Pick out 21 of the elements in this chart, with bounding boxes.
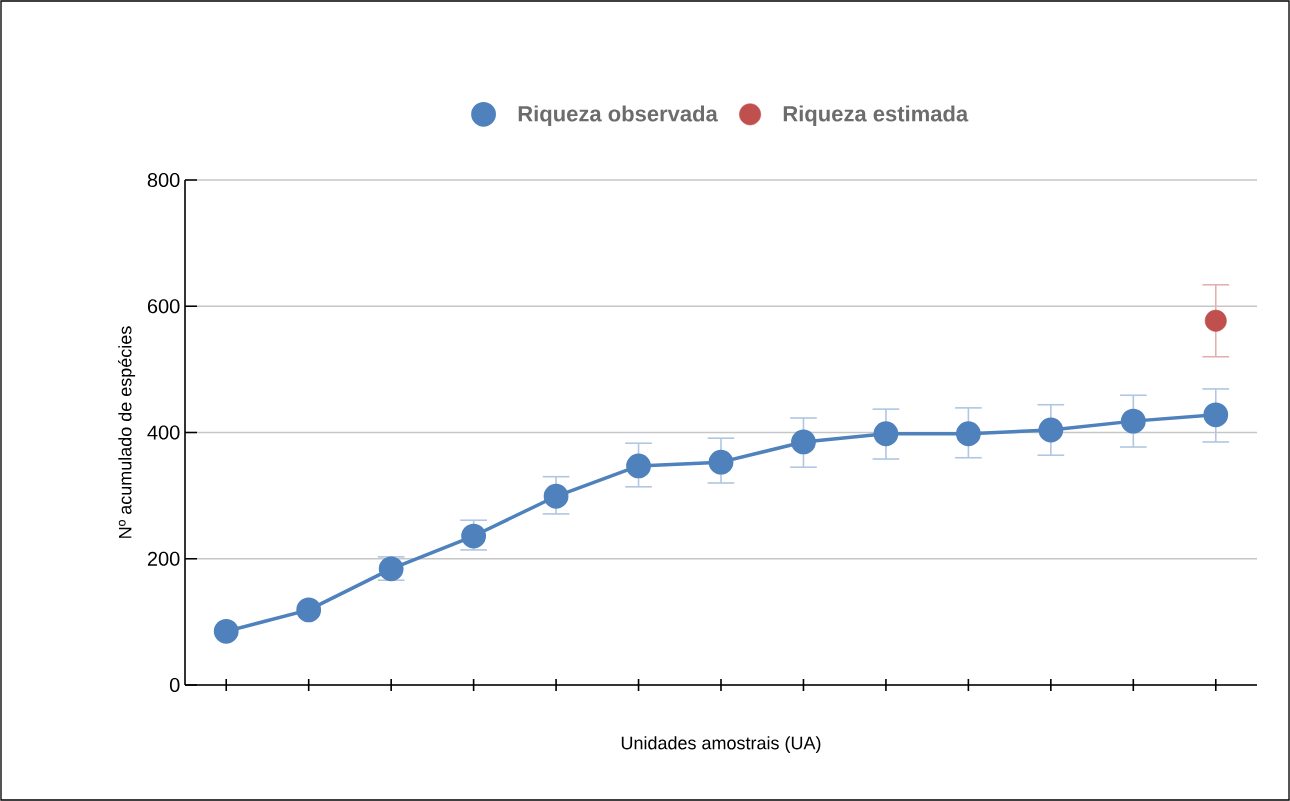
point [1038, 417, 1064, 443]
point [955, 421, 981, 447]
point [543, 483, 569, 509]
y-tick-label: 200 [147, 551, 180, 566]
point [1203, 402, 1229, 428]
y-tick-label: 400 [147, 425, 180, 440]
point [1204, 309, 1227, 332]
y-tick-label: 0 [169, 677, 180, 693]
y-tick-label: 600 [147, 299, 180, 314]
point [1120, 408, 1146, 434]
point [791, 429, 816, 455]
point [626, 453, 651, 479]
point [296, 597, 322, 623]
point [873, 421, 899, 447]
legend-label: Riqueza estimada [783, 105, 969, 126]
point [708, 449, 734, 475]
y-tick-label: 800 [147, 172, 180, 188]
legend-label: Riqueza observada [518, 105, 718, 126]
point [213, 618, 239, 644]
x-axis-title: Unidades amostrais (UA) [621, 736, 821, 753]
y-axis-title: Nº acumulado de espécies [118, 326, 136, 538]
